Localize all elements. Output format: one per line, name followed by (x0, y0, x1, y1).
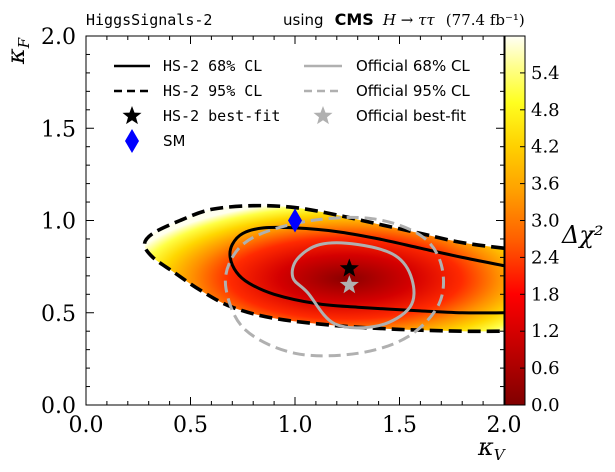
y-tick-label: 0.0 (41, 394, 76, 419)
official-best-fit-marker (339, 275, 359, 294)
colorbar-label: Δχ² (561, 221, 604, 249)
y-tick-label: 1.0 (41, 210, 76, 235)
legend-label-hs2-bestfit: HS-2 best-fit (163, 107, 280, 125)
sm-point-marker (288, 208, 302, 233)
y-axis-label: κF (2, 37, 33, 65)
x-tick-label: 1.0 (278, 413, 313, 438)
colorbar-tick-label: 4.2 (531, 137, 560, 158)
y-tick-label: 0.5 (41, 302, 76, 327)
legend-label-hs2-68: HS-2 68% CL (163, 57, 262, 75)
x-tick-label: 1.5 (382, 413, 417, 438)
y-axis-ticks: 0.0 0.5 1.0 1.5 2.0 (41, 25, 504, 419)
colorbar-tick-label: 0.6 (531, 358, 560, 379)
official-95cl-contour (223, 215, 446, 358)
colorbar-tick-label: 0.0 (531, 395, 560, 416)
official-68cl-contour (290, 241, 416, 330)
legend-label-official-68: Official 68% CL (356, 57, 470, 75)
x-axis-ticks: 0.0 0.5 1.0 1.5 2.0 (69, 36, 522, 438)
colorbar-tick-label: 5.4 (531, 63, 560, 84)
x-tick-label: 2.0 (487, 413, 522, 438)
legend-diamond-sm-icon (125, 129, 139, 153)
legend-label-official-95: Official 95% CL (356, 82, 470, 100)
legend-star-official-icon (313, 106, 333, 125)
hs2-best-fit-marker (339, 258, 359, 277)
colorbar-ticks: 0.0 0.6 1.2 1.8 2.4 3.0 3.6 4.2 4.8 5.4 (520, 63, 560, 416)
legend-star-hs2-icon (122, 106, 142, 125)
title-right-prefix: using (283, 11, 324, 29)
x-tick-label: 0.5 (173, 413, 208, 438)
hs2-68cl-contour (228, 225, 504, 315)
title-right-process: H → ττ (382, 11, 435, 29)
y-tick-label: 2.0 (41, 25, 76, 50)
legend-label-official-bestfit: Official best-fit (356, 107, 466, 125)
colorbar-tick-label: 1.8 (531, 284, 560, 305)
colorbar-tick-label: 2.4 (531, 247, 560, 268)
legend: HS-2 68% CL HS-2 95% CL HS-2 best-fit SM… (114, 57, 470, 153)
colorbar-tick-label: 4.8 (531, 100, 560, 121)
x-tick-label: 0.0 (69, 413, 104, 438)
title-left: HiggsSignals-2 (86, 11, 212, 29)
colorbar-tick-label: 3.6 (531, 174, 560, 195)
colorbar-tick-label: 3.0 (531, 211, 560, 232)
title-right: using CMS H → ττ (77.4 fb⁻¹) (283, 10, 525, 29)
legend-label-hs2-95: HS-2 95% CL (163, 82, 262, 100)
title-right-lumi: (77.4 fb⁻¹) (446, 11, 525, 29)
y-tick-label: 1.5 (41, 117, 76, 142)
legend-label-sm: SM (163, 132, 185, 150)
colorbar-tick-label: 1.2 (531, 321, 560, 342)
title-right-bold: CMS (335, 10, 374, 29)
hs2-95cl-contour (142, 203, 504, 334)
